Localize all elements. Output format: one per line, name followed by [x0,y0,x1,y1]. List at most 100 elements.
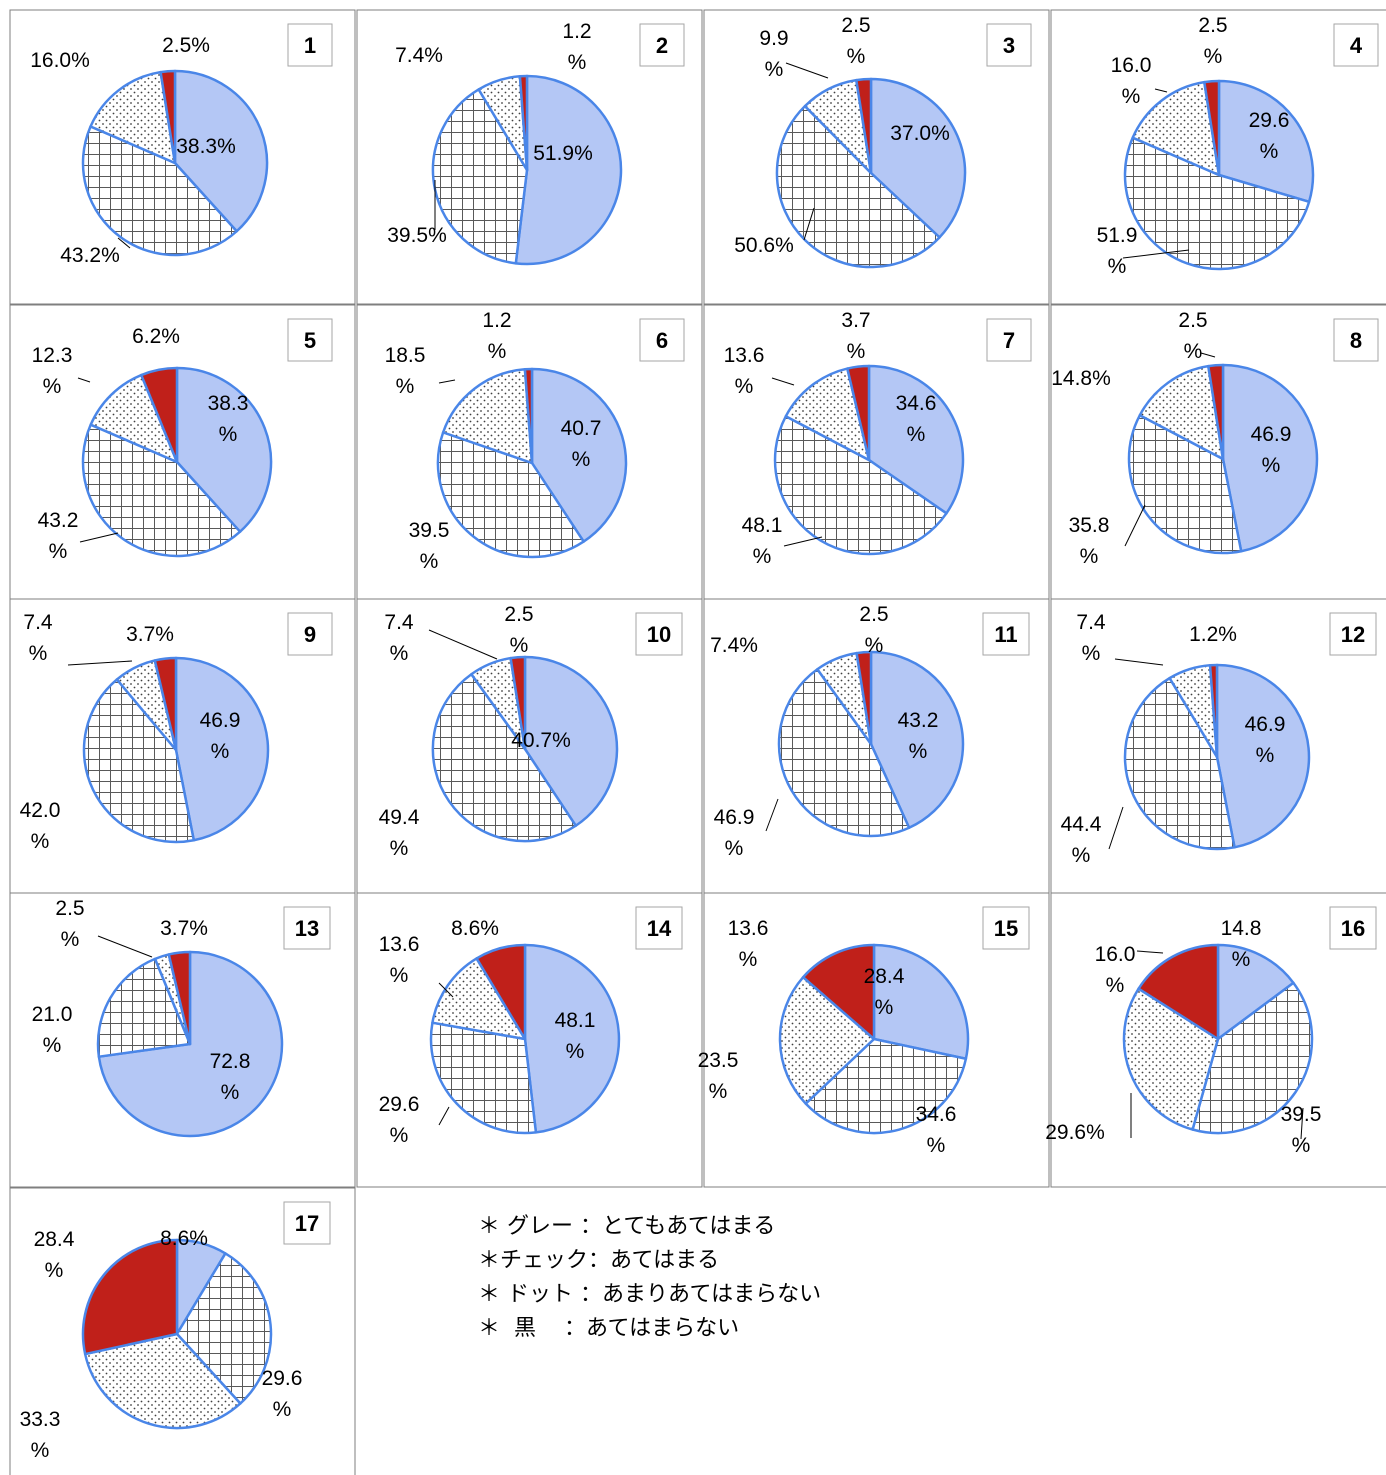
chart-number-box [639,23,685,67]
data-label-black: 2.5% [841,14,870,68]
chart-number-box [635,906,683,950]
data-label-gray: 34.6% [896,392,937,446]
pie-chart-8: 46.9 % 35.8 % 14.8% 2.5% 8 [1051,309,1379,568]
chart-number-box [982,612,1030,656]
data-label-dot: 2.5% [55,897,84,951]
legend-item-check: ＊チェック：あてはまる [478,1248,720,1273]
data-label-check: 49.4% [379,806,420,860]
data-label-dot: 9.9% [759,27,788,81]
data-label-dot: 7.4% [710,634,758,657]
data-label-check: 29.6% [379,1093,420,1147]
data-label-check: 51.9% [1097,224,1138,278]
leader-line [1136,950,1164,954]
chart-number-box [1333,23,1379,67]
pie-slice-gray [523,943,621,1134]
pie-chart-17: 8.6% 29.6 % 33.3 % 28.4 % 17 [20,1201,331,1462]
pie-chart-7: 34.6 % 48.1 % 13.6 % 3.7% 7 [724,309,1032,568]
pie-slice-check [429,1021,538,1135]
data-label-black: 2.5% [1178,309,1207,363]
data-label-black: 2.5% [1198,14,1227,68]
chart-number-box [287,23,333,67]
data-label-black: 3.7% [841,309,870,363]
leader-line [67,660,133,666]
pie-slice-dot [89,70,177,165]
pie-slice-gray [872,943,970,1061]
pie-chart-2: 51.9% 39.5% 7.4% 1.2 % 2 [387,20,685,266]
pie-chart-6: 40.7 % 39.5 % 18.5 % 1.2% 6 [385,309,685,573]
chart-number-box [1333,318,1379,362]
data-label-gray: 40.7% [511,729,571,752]
leader-line [438,379,456,384]
data-label-check: 50.6% [734,234,794,257]
data-label-check: 34.6% [916,1103,957,1157]
pie-chart-16: 14.8 % 39.5 % 29.6% 16.0 % 16 [1045,906,1377,1157]
pie-slice-black [1137,943,1220,1041]
data-label-dot: 7.4% [395,44,443,67]
legend-item-dot: ＊ ドット ：あまりあてはまらない [478,1282,822,1307]
pie-chart-10: 40.7% 49.4 % 7.4 % 2.5% 10 [379,603,683,860]
pie-chart-4: 29.6 % 51.9 % 16.0 % 2.5% 4 [1097,14,1379,278]
leader-line [783,536,823,547]
chart-number-box [986,23,1032,67]
data-label-black: 6.2% [132,325,180,348]
pie-slice-black [1203,79,1221,177]
data-label-black: 28.4% [34,1228,75,1282]
pie-chart-15: 28.4 % 34.6 % 23.5 % 13.6 % 15 [698,906,1030,1157]
data-label-gray: 8.6% [160,1227,208,1250]
pie-slice-gray [1216,943,1295,1041]
pie-slice-black [846,364,871,462]
data-label-gray: 46.9% [1251,423,1292,477]
data-label-dot: 14.8% [1051,367,1111,390]
pie-slice-dot [778,975,876,1105]
leader-line [765,798,779,832]
pie-slice-dot [1122,987,1220,1131]
leader-line [97,935,153,958]
pie-chart-9: 46.9 % 42.0 % 7.4 % 3.7% 9 [20,611,333,853]
pie-slice-dot [89,373,179,464]
data-label-gray: 38.3% [208,392,249,446]
chart-number: 11 [994,622,1017,647]
data-label-check: 21.0% [32,1003,73,1057]
data-label-dot: 12.3% [32,344,73,398]
pie-slice-gray [1221,363,1319,553]
data-label-dot: 7.4% [384,611,414,665]
data-label-black: 13.6% [728,917,769,971]
chart-cell-border [703,9,1050,305]
data-label-dot: 7.4% [1076,611,1106,665]
chart-number: 9 [304,622,316,647]
data-label-dot: 18.5% [385,344,426,398]
data-label-gray: 37.0% [890,122,950,145]
data-label-dot: 13.6% [724,344,765,398]
data-label-black: 3.7% [160,917,208,940]
pie-slice-check [436,431,585,559]
leader-line [785,62,829,79]
pie-slice-check [81,423,242,558]
pie-slice-check [1191,981,1314,1135]
data-label-gray: 46.9% [1245,713,1286,767]
data-label-check: 46.9% [714,806,755,860]
pie-slice-check [82,678,196,844]
legend-item-black: ＊ 黒 ：あてはまらない [478,1316,740,1341]
pie-slice-gray [173,69,269,233]
pie-slice-black [523,367,534,465]
pie-slice-check [431,672,577,843]
leader-line [77,377,91,383]
pie-slice-black [475,943,527,1041]
pie-slice-check [1123,676,1236,851]
chart-number: 2 [656,33,668,58]
data-label-gray: 14.8% [1221,917,1262,971]
chart-number-box [287,612,333,656]
pie-slice-check [81,125,238,257]
data-label-black: 1.2% [562,20,591,74]
chart-cell-border [1050,892,1386,1188]
chart-number-box [986,318,1032,362]
pie-slice-black [855,77,873,175]
leader-line [1300,1107,1304,1140]
data-label-black: 8.6% [451,917,499,940]
data-label-check: 48.1% [742,514,783,568]
pie-slice-black [140,366,179,464]
chart-number: 17 [295,1211,319,1236]
data-label-check: 43.2% [60,244,120,267]
leader-line [1200,352,1216,358]
leader-line [1154,88,1168,93]
